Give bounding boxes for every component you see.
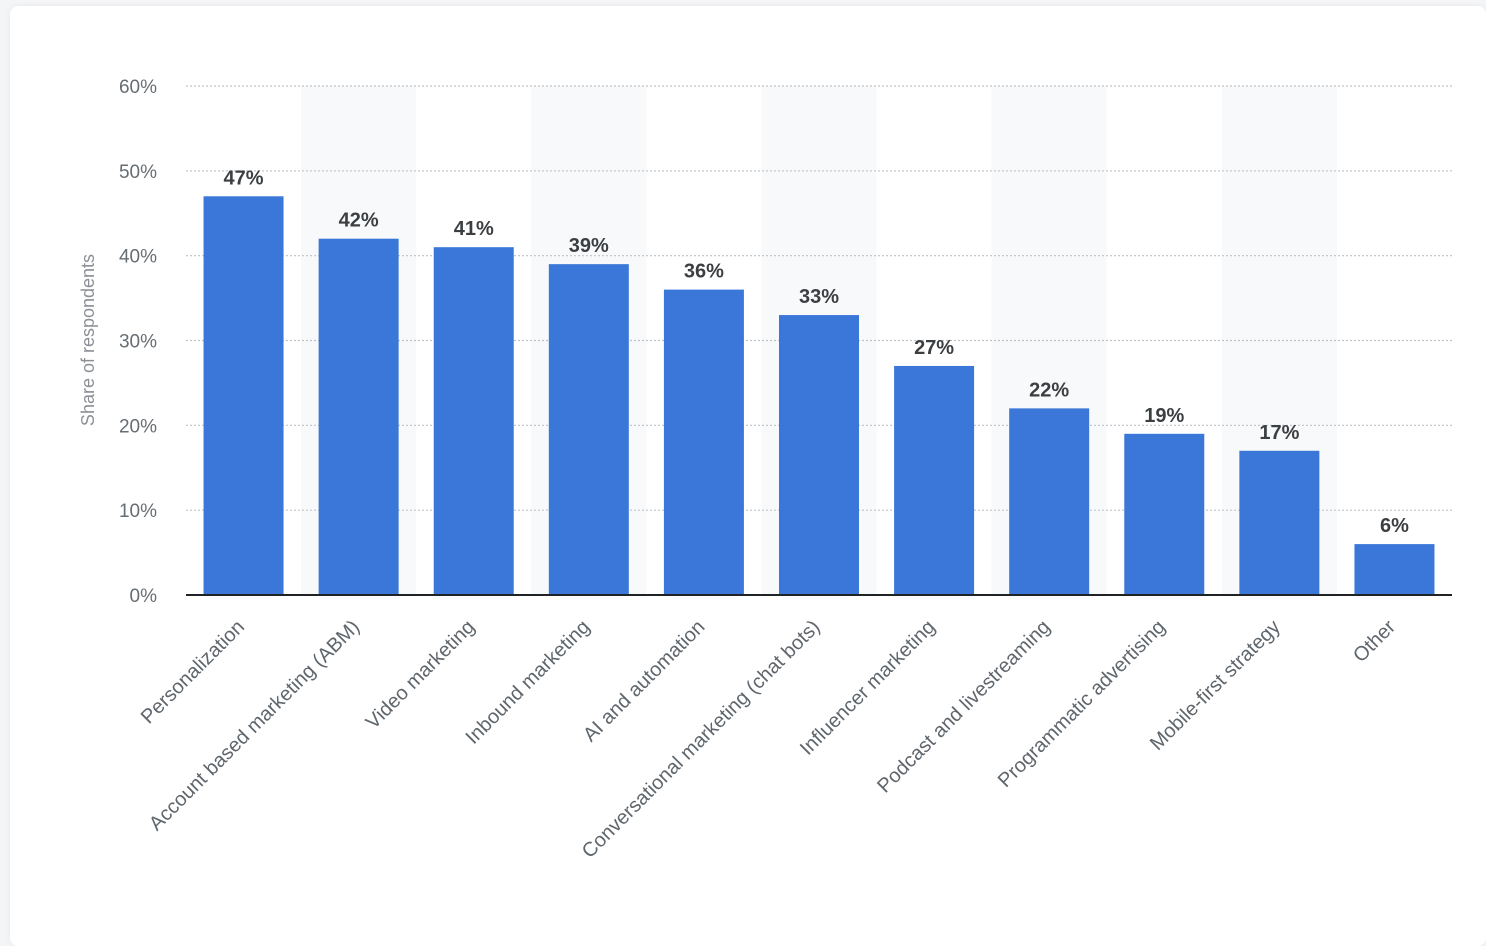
bar[interactable] [1124,433,1205,595]
y-tick-label: 20% [119,416,157,437]
bars [203,196,1435,596]
y-axis-ticks: 0% 10% 20% 30% 40% 50% 60% [119,77,157,607]
data-label: 47% [224,167,264,189]
y-tick-label: 30% [119,332,157,353]
bar[interactable] [433,247,514,595]
bar[interactable] [1354,544,1435,595]
category-label: Personalization [137,616,249,728]
y-tick-label: 40% [119,247,157,268]
data-label: 42% [339,210,379,232]
y-tick-label: 50% [119,162,157,183]
category-label: Other [1349,616,1400,667]
bar[interactable] [203,196,284,596]
data-label: 27% [914,337,954,359]
category-label: Inbound marketing [462,616,595,749]
category-label: Mobile-first strategy [1146,616,1285,755]
data-label: 41% [454,218,494,240]
bar[interactable] [1239,450,1320,595]
category-label: Conversational marketing (chat bots) [578,616,825,863]
data-label: 17% [1259,422,1299,444]
category-label: AI and automation [579,616,709,746]
y-axis-label: Share of respondents [78,254,98,426]
bar[interactable] [1009,408,1090,595]
y-tick-label: 0% [130,586,158,607]
category-label: Account based marketing (ABM) [145,616,364,835]
bar[interactable] [663,289,744,595]
data-labels: 47% 42% 41% 39% 36% 33% 27% 22% 19% 17% 6% [224,167,1410,537]
data-label: 19% [1144,405,1184,427]
bar[interactable] [894,365,975,595]
bar[interactable] [779,315,859,595]
y-tick-label: 60% [119,77,157,98]
category-label: Video marketing [362,616,480,734]
bar[interactable] [318,238,399,595]
data-label: 22% [1029,379,1069,401]
data-label: 39% [569,235,609,257]
data-label: 33% [799,286,839,308]
data-label: 6% [1380,515,1409,537]
bar[interactable] [548,264,629,595]
y-tick-label: 10% [119,501,157,522]
data-label: 36% [684,261,724,283]
